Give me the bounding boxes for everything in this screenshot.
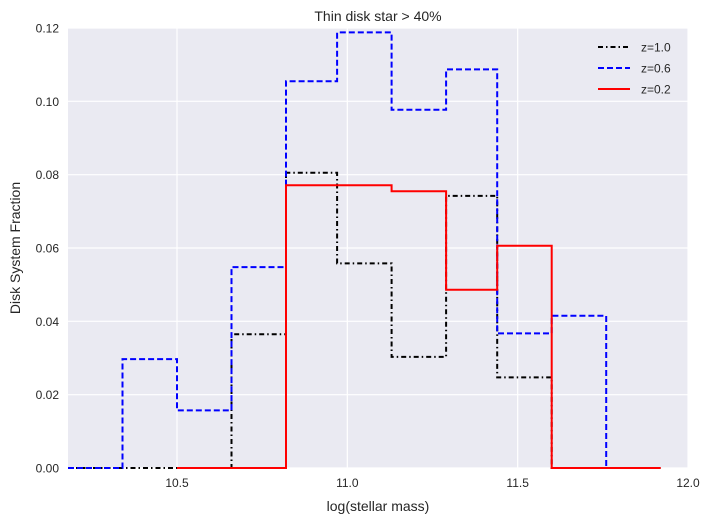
legend: z=1.0 z=0.6 z=0.2 — [598, 41, 671, 97]
legend-label: z=1.0 — [641, 41, 671, 55]
x-tick-label: 11.5 — [506, 476, 529, 490]
chart-title: Thin disk star > 40% — [314, 8, 441, 24]
y-tick-label: 0.04 — [36, 315, 60, 329]
legend-label: z=0.6 — [641, 62, 671, 76]
x-tick-label: 11.0 — [336, 476, 359, 490]
y-tick-label: 0.02 — [36, 388, 60, 402]
y-tick-label: 0.12 — [36, 22, 60, 36]
grid — [68, 27, 689, 469]
y-axis-label: Disk System Fraction — [7, 182, 23, 314]
y-tick-label: 0.08 — [36, 168, 60, 182]
y-tick-label: 0.06 — [36, 242, 60, 256]
legend-label: z=0.2 — [641, 83, 671, 97]
y-tick-labels: 0.00 0.02 0.04 0.06 0.08 0.10 0.12 — [36, 22, 60, 476]
x-tick-labels: 10.5 11.0 11.5 12.0 — [165, 476, 700, 490]
y-tick-label: 0.00 — [36, 462, 60, 476]
series-line-z-0-2 — [177, 184, 661, 469]
y-tick-label: 0.10 — [36, 95, 60, 109]
series-line-z-0-6 — [68, 31, 661, 469]
series-layer — [68, 31, 661, 469]
x-axis-label: log(stellar mass) — [327, 498, 430, 514]
x-tick-label: 10.5 — [165, 476, 189, 490]
x-tick-label: 12.0 — [676, 476, 700, 490]
